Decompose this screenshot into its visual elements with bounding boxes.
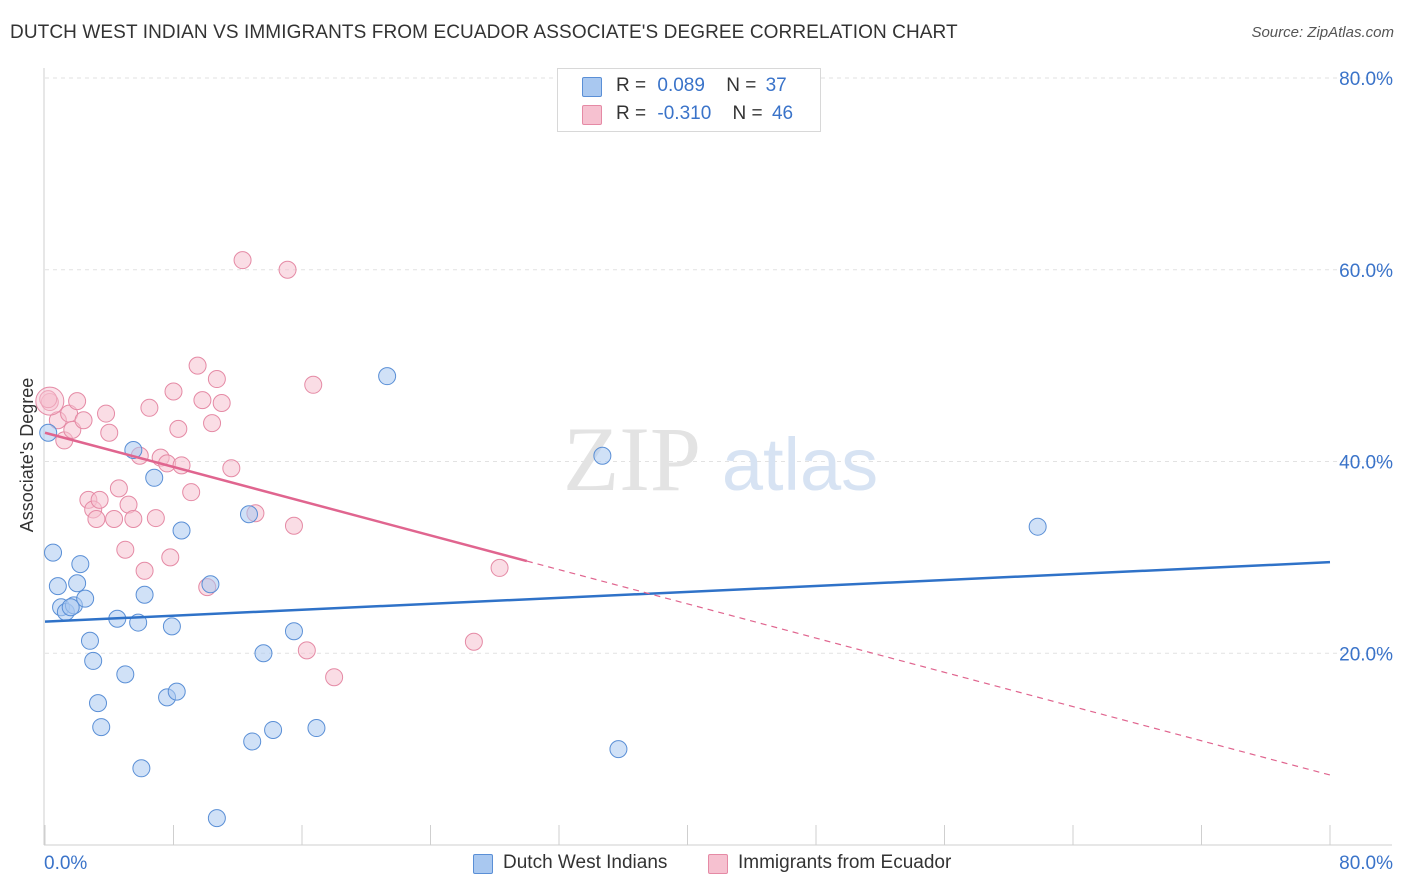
- legend-r-value: -0.310: [657, 103, 712, 124]
- ecuador-point: [464, 632, 483, 651]
- x-tick-label: 80.0%: [1339, 853, 1393, 874]
- legend-swatch-pink: [582, 105, 602, 125]
- x-tick-label: 0.0%: [44, 853, 87, 874]
- ecuador-point: [207, 370, 226, 389]
- ecuador-point: [490, 558, 509, 577]
- watermark-zip: ZIP: [563, 408, 701, 510]
- ecuador-point: [222, 459, 241, 478]
- ecuador-point: [124, 510, 143, 529]
- ecuador-point: [193, 391, 212, 410]
- dutch-west-indian-point: [80, 631, 99, 650]
- dutch-west-indian-point: [48, 577, 67, 596]
- dutch-west-indian-point: [84, 651, 103, 670]
- legend-n-label: N =: [726, 75, 757, 96]
- ecuador-point: [169, 419, 188, 438]
- bottom-legend-swatch-pink: [708, 854, 728, 874]
- ecuador-point: [284, 516, 303, 535]
- dutch-west-indian-point: [243, 732, 262, 751]
- legend-r-label: R =: [616, 103, 647, 124]
- ecuador-point: [325, 668, 344, 687]
- trend-lines: [44, 431, 1331, 776]
- ecuador-point: [304, 375, 323, 394]
- dutch-west-indian-point: [378, 367, 397, 386]
- legend-r-value: 0.089: [657, 75, 705, 96]
- ecuador-point: [140, 398, 159, 417]
- ecuador-point: [68, 392, 87, 411]
- trend-line-immigrants-from-ecuador-extrapolated: [526, 560, 1331, 776]
- ecuador-point: [39, 390, 58, 409]
- dutch-west-indian-point: [61, 598, 80, 617]
- bottom-legend-swatch-blue: [473, 854, 493, 874]
- ecuador-point: [109, 479, 128, 498]
- watermark: ZIP atlas: [563, 408, 878, 510]
- dutch-west-indian-point: [162, 617, 181, 636]
- dutch-west-indian-point: [135, 585, 154, 604]
- dutch-west-indian-point: [1028, 517, 1047, 536]
- dutch-west-indian-point: [167, 682, 186, 701]
- dutch-west-indian-point: [264, 720, 283, 739]
- series-immigrants-from-ecuador: [35, 251, 509, 687]
- dutch-west-indian-point: [145, 468, 164, 487]
- dutch-west-indian-point: [132, 759, 151, 778]
- ecuador-point: [164, 382, 183, 401]
- dutch-west-indian-point: [201, 575, 220, 594]
- y-axis-title: Associate's Degree: [17, 378, 37, 533]
- series-dutch-west-indians: [39, 367, 1047, 828]
- ecuador-point: [87, 510, 106, 529]
- axis-labels: 20.0% 40.0% 60.0% 80.0% 0.0% 80.0% Associate's…: [17, 69, 1393, 874]
- bottom-legend-label: Immigrants from Ecuador: [738, 852, 952, 873]
- y-tick-label: 60.0%: [1339, 261, 1393, 282]
- ecuador-point: [212, 394, 231, 413]
- ecuador-point: [161, 548, 180, 567]
- trend-line-immigrants-from-ecuador: [44, 431, 528, 563]
- correlation-legend: R = 0.089 N = 37 R = -0.310 N = 46: [557, 68, 821, 132]
- ecuador-point: [182, 483, 201, 502]
- chart-title: DUTCH WEST INDIAN VS IMMIGRANTS FROM ECU…: [10, 22, 958, 43]
- y-tick-label: 80.0%: [1339, 69, 1393, 90]
- dutch-west-indian-point: [239, 505, 258, 524]
- ecuador-point: [233, 251, 252, 270]
- axes: [43, 68, 1392, 846]
- legend-n-value: 37: [765, 75, 787, 96]
- ecuador-point: [146, 509, 165, 528]
- y-tick-label: 40.0%: [1339, 453, 1393, 474]
- dutch-west-indian-point: [116, 665, 135, 684]
- legend-swatch-blue: [582, 77, 602, 97]
- dutch-west-indian-point: [254, 644, 273, 663]
- dutch-west-indian-point: [207, 809, 226, 828]
- dutch-west-indian-point: [307, 719, 326, 738]
- ecuador-point: [90, 490, 109, 509]
- ecuador-point: [188, 356, 207, 375]
- ecuador-point: [74, 411, 93, 430]
- ecuador-point: [278, 260, 297, 279]
- dutch-west-indian-point: [71, 555, 90, 574]
- ecuador-point-cluster: [35, 386, 65, 416]
- gridlines: [45, 77, 1392, 654]
- dutch-west-indian-point: [92, 718, 111, 737]
- trend-line-dutch-west-indians: [44, 560, 1331, 623]
- dutch-west-indian-point: [76, 589, 95, 608]
- dutch-west-indian-point: [89, 694, 108, 713]
- legend-r-label: R =: [616, 75, 647, 96]
- legend-n-value: 46: [771, 103, 794, 124]
- y-tick-label: 20.0%: [1339, 644, 1393, 665]
- ecuador-point: [105, 510, 124, 529]
- ecuador-point: [135, 561, 154, 580]
- ecuador-point: [203, 414, 222, 433]
- watermark-atlas: atlas: [722, 423, 878, 506]
- dutch-west-indian-point: [68, 574, 87, 593]
- ecuador-point: [297, 641, 316, 660]
- dutch-west-indian-point: [44, 543, 63, 562]
- ecuador-point: [97, 404, 116, 423]
- source-credit: Source: ZipAtlas.com: [1251, 24, 1394, 41]
- dutch-west-indian-point: [284, 622, 303, 641]
- dutch-west-indian-point: [172, 521, 191, 540]
- dutch-west-indian-point: [593, 446, 612, 465]
- bottom-legend-label: Dutch West Indians: [503, 852, 668, 873]
- dutch-west-indian-point: [609, 740, 628, 759]
- ecuador-point: [100, 423, 119, 442]
- legend-n-label: N =: [732, 103, 763, 124]
- ecuador-point: [116, 540, 135, 559]
